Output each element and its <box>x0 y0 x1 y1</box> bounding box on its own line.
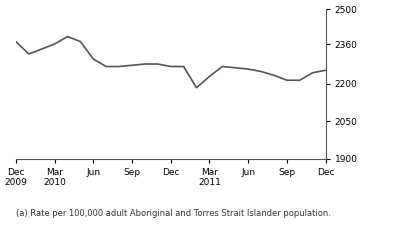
Text: (a) Rate per 100,000 adult Aboriginal and Torres Strait Islander population.: (a) Rate per 100,000 adult Aboriginal an… <box>16 209 331 218</box>
